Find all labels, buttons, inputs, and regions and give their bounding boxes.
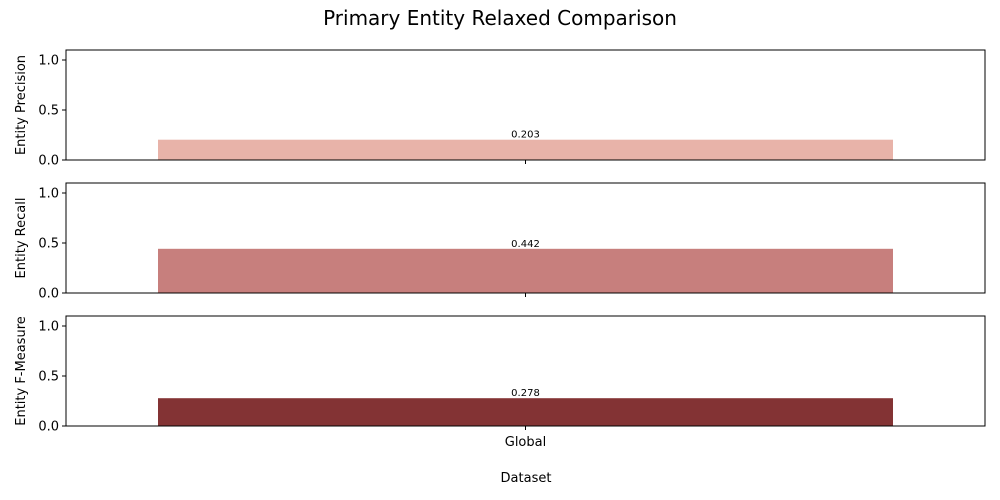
bar-3	[158, 398, 893, 426]
value-label-1: 0.203	[511, 130, 540, 141]
y-tick-label: 0.5	[38, 104, 59, 119]
y-axis-label-1: Entity Precision	[14, 55, 29, 155]
y-tick-label: 0.0	[38, 287, 59, 302]
y-axis-label-2: Entity Recall	[14, 198, 29, 279]
y-axis-label-3: Entity F-Measure	[14, 316, 29, 426]
value-label-3: 0.278	[511, 388, 540, 399]
x-axis-label: Dataset	[501, 471, 552, 486]
y-tick-label: 0.0	[38, 420, 59, 435]
value-label-2: 0.442	[511, 239, 540, 250]
y-tick-label: 0.5	[38, 370, 59, 385]
subplots: 0.203 0.0 0.5 1.0 Entity Precision 0.442 0.0 0.…	[14, 49, 986, 450]
y-tick-label: 1.0	[38, 187, 59, 202]
y-tick-label: 0.0	[38, 154, 59, 169]
y-tick-label: 1.0	[38, 54, 59, 69]
chart-title: Primary Entity Relaxed Comparison	[323, 6, 677, 30]
x-tick-label: Global	[505, 435, 546, 450]
y-tick-label: 1.0	[38, 320, 59, 335]
bar-1	[158, 139, 893, 160]
y-tick-label: 0.5	[38, 237, 59, 252]
bar-2	[158, 248, 893, 293]
